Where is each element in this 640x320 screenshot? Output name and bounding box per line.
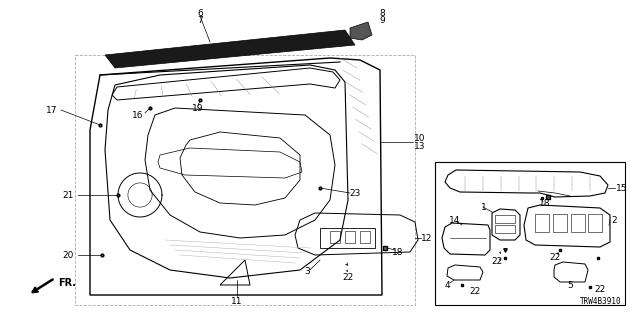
Text: 16: 16 — [132, 110, 144, 119]
Text: 6: 6 — [197, 9, 203, 18]
Polygon shape — [105, 30, 355, 68]
Text: 20: 20 — [62, 251, 74, 260]
Text: 17: 17 — [46, 106, 58, 115]
Text: 18: 18 — [540, 198, 551, 207]
Bar — [75, 55, 415, 305]
Text: 9: 9 — [379, 15, 385, 25]
Text: 7: 7 — [197, 15, 203, 25]
Bar — [495, 215, 515, 223]
Text: FR.: FR. — [58, 278, 76, 288]
Text: 12: 12 — [421, 234, 433, 243]
Polygon shape — [350, 22, 372, 40]
Text: 3: 3 — [304, 268, 310, 276]
Text: 22: 22 — [469, 287, 481, 297]
Text: 23: 23 — [349, 188, 361, 197]
Text: 2: 2 — [611, 215, 617, 225]
Text: 1: 1 — [481, 203, 487, 212]
Text: 18: 18 — [392, 247, 404, 257]
Text: TRW4B3910: TRW4B3910 — [580, 298, 622, 307]
Text: 10: 10 — [414, 133, 426, 142]
Bar — [588, 214, 602, 232]
Bar — [435, 162, 625, 305]
Bar — [571, 214, 585, 232]
Text: 15: 15 — [616, 183, 628, 193]
Text: 14: 14 — [449, 215, 461, 225]
Text: 22: 22 — [549, 253, 561, 262]
Bar — [535, 214, 549, 232]
Text: 21: 21 — [62, 190, 74, 199]
Text: 4: 4 — [444, 281, 450, 290]
Text: 13: 13 — [414, 141, 426, 150]
Bar — [360, 231, 370, 243]
Text: 11: 11 — [231, 298, 243, 307]
Text: 22: 22 — [342, 274, 354, 283]
Text: 22: 22 — [492, 258, 502, 267]
Bar — [345, 231, 355, 243]
Text: 8: 8 — [379, 9, 385, 18]
Text: 22: 22 — [595, 285, 605, 294]
Bar — [495, 225, 515, 233]
Text: 19: 19 — [192, 103, 204, 113]
Bar — [330, 231, 340, 243]
Text: 5: 5 — [567, 281, 573, 290]
Bar — [553, 214, 567, 232]
